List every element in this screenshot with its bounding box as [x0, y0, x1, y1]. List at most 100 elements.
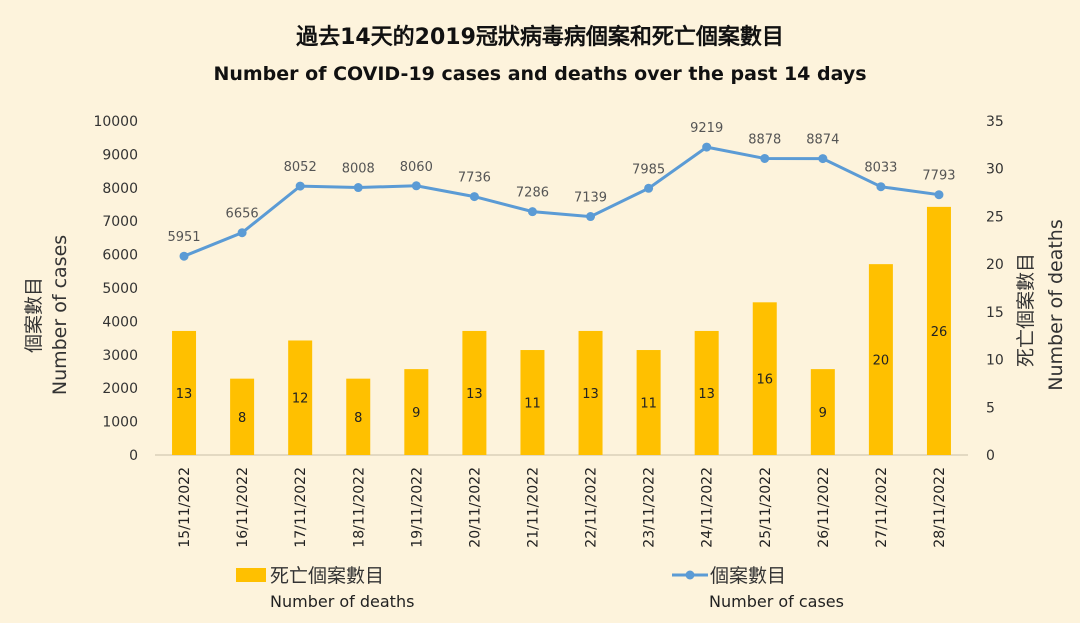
legend: 死亡個案數目 Number of deaths 個案數目 Number of c…: [236, 565, 844, 611]
cases-point-label: 6656: [226, 207, 259, 222]
deaths-bar: [288, 340, 313, 455]
legend-swatch-cases-marker: [685, 570, 695, 580]
x-tick-label: 24/11/2022: [700, 467, 716, 548]
left-tick-label: 3000: [102, 348, 138, 364]
cases-point-label: 8008: [342, 162, 375, 177]
right-tick-label: 15: [986, 305, 1004, 321]
deaths-bar-label: 13: [698, 387, 715, 402]
x-tick-label: 27/11/2022: [874, 467, 890, 548]
left-tick-label: 6000: [102, 248, 138, 264]
deaths-bar: [172, 330, 197, 455]
cases-point: [702, 142, 712, 152]
cases-point: [179, 251, 189, 261]
cases-point: [876, 182, 886, 192]
deaths-bar-label: 20: [873, 354, 890, 369]
deaths-bars: [172, 206, 951, 455]
cases-point: [586, 212, 596, 222]
left-tick-label: 9000: [102, 147, 138, 163]
right-tick-label: 30: [986, 162, 1004, 178]
cases-point: [644, 183, 654, 193]
legend-label-cases-en: Number of cases: [709, 592, 844, 611]
cases-point-label: 7793: [922, 169, 955, 184]
cases-point: [237, 228, 247, 238]
x-tick-label: 26/11/2022: [816, 467, 832, 548]
chart-title: 過去14天的2019冠狀病毒病個案和死亡個案數目: [296, 24, 784, 50]
left-tick-label: 7000: [102, 214, 138, 230]
deaths-bar-label: 8: [238, 411, 246, 426]
legend-label-deaths-zh: 死亡個案數目: [270, 565, 384, 587]
legend-label-deaths-en: Number of deaths: [270, 592, 414, 611]
left-tick-label: 1000: [102, 415, 138, 431]
right-tick-label: 20: [986, 257, 1004, 273]
x-tick-label: 15/11/2022: [177, 467, 193, 548]
deaths-bar: [868, 264, 893, 455]
cases-point: [411, 181, 421, 191]
cases-point-label: 9219: [690, 121, 723, 136]
cases-point-label: 7286: [516, 186, 549, 201]
left-tick-label: 4000: [102, 314, 138, 330]
deaths-bar-label: 13: [466, 387, 483, 402]
cases-point-label: 7985: [632, 162, 665, 177]
deaths-bar: [636, 350, 661, 455]
right-tick-label: 25: [986, 209, 1004, 225]
left-axis-ticks: 0 1000 2000 3000 4000 5000 6000 7000 8000 9000 100…: [93, 114, 138, 464]
right-axis-label-en: Number of deaths: [1045, 219, 1067, 391]
left-tick-label: 2000: [102, 381, 138, 397]
cases-point-label: 8878: [748, 132, 781, 147]
x-tick-label: 28/11/2022: [932, 467, 948, 548]
x-tick-label: 16/11/2022: [235, 467, 251, 548]
x-tick-label: 25/11/2022: [758, 467, 774, 548]
x-tick-label: 17/11/2022: [293, 467, 309, 548]
deaths-bar: [926, 206, 951, 455]
cases-point: [818, 154, 828, 164]
deaths-bar-label: 9: [412, 406, 420, 421]
x-axis-ticks: 15/11/2022 16/11/2022 17/11/2022 18/11/2022…: [177, 467, 948, 548]
x-tick-label: 18/11/2022: [351, 467, 367, 548]
chart-subtitle: Number of COVID-19 cases and deaths over…: [213, 63, 866, 85]
deaths-bar-label: 8: [354, 411, 362, 426]
cases-points: [179, 142, 944, 261]
deaths-bar-label: 13: [176, 387, 193, 402]
deaths-bar-label: 13: [582, 387, 599, 402]
deaths-bar: [404, 369, 429, 455]
x-tick-label: 23/11/2022: [642, 467, 658, 548]
cases-point: [934, 190, 944, 200]
right-tick-label: 35: [986, 114, 1004, 130]
deaths-bar: [520, 350, 545, 455]
deaths-bar-label: 12: [292, 392, 309, 407]
cases-point-label: 5951: [167, 230, 200, 245]
left-axis-label-zh: 個案數目: [23, 277, 45, 353]
left-tick-label: 8000: [102, 181, 138, 197]
deaths-bar-label: 11: [524, 397, 541, 412]
cases-point: [760, 153, 770, 163]
left-tick-label: 5000: [102, 281, 138, 297]
right-tick-label: 10: [986, 353, 1004, 369]
deaths-bar: [752, 302, 777, 455]
deaths-bar-labels: 13 8 12 8 9 13 11 13 11 13 16 9 20 26: [176, 325, 947, 426]
cases-point-label: 7736: [458, 171, 491, 186]
cases-point: [295, 181, 305, 191]
cases-point-label: 8060: [400, 160, 433, 175]
right-axis-label-zh: 死亡個案數目: [1015, 253, 1037, 367]
right-tick-label: 5: [986, 400, 995, 416]
right-tick-label: 0: [986, 448, 995, 464]
legend-label-cases-zh: 個案數目: [710, 565, 786, 587]
x-tick-label: 20/11/2022: [467, 467, 483, 548]
cases-line: [183, 145, 940, 258]
cases-point: [527, 207, 537, 217]
deaths-bar: [578, 330, 603, 455]
deaths-bar-label: 26: [931, 325, 948, 340]
x-tick-label: 19/11/2022: [409, 467, 425, 548]
cases-point-label: 8033: [864, 161, 897, 176]
deaths-bar: [230, 378, 255, 455]
cases-point: [469, 192, 479, 202]
cases-point-label: 8874: [806, 133, 839, 148]
left-tick-label: 10000: [93, 114, 138, 130]
deaths-bar: [810, 369, 835, 455]
cases-point-labels: 5951 6656 8052 8008 8060 7736 7286 7139 7985 9219…: [167, 121, 955, 245]
left-tick-label: 0: [129, 448, 138, 464]
cases-point-label: 8052: [284, 160, 317, 175]
x-tick-label: 21/11/2022: [525, 467, 541, 548]
legend-swatch-deaths: [236, 568, 266, 582]
